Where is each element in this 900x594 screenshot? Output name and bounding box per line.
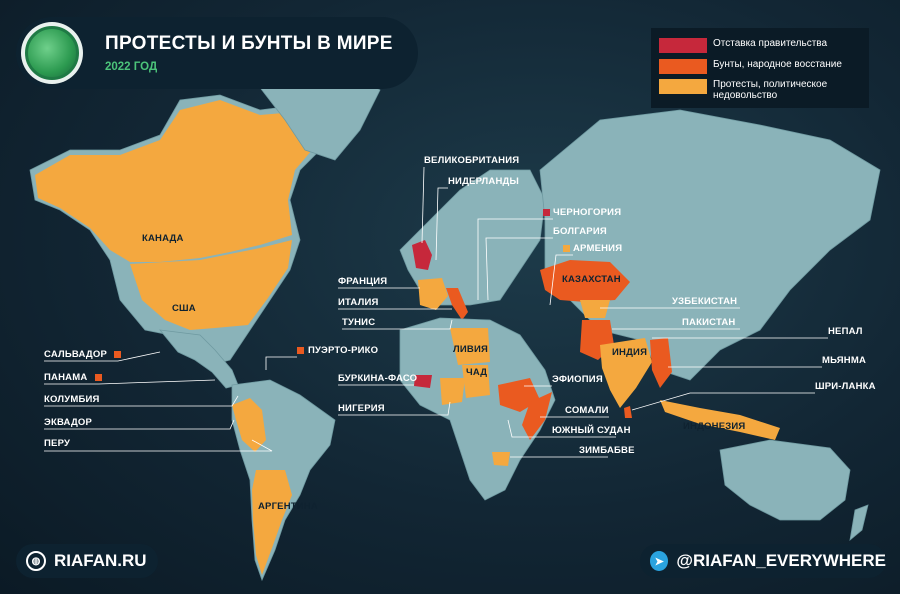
label-ethiopia: ЭФИОПИЯ [552,374,603,385]
zimbabwe-region [492,452,510,466]
label-tunisia: ТУНИС [342,317,376,328]
france-region [418,278,448,310]
page-subtitle: 2022 ГОД [105,61,158,73]
label-ecuador: ЭКВАДОР [44,417,93,428]
canada-region [35,100,320,262]
header-banner: ПРОТЕСТЫ И БУНТЫ В МИРЕ 2022 ГОД [16,17,418,89]
label-south-sudan: ЮЖНЫЙ СУДАН [552,425,631,436]
label-panama: ПАНАМА [44,372,88,383]
label-srilanka: ШРИ-ЛАНКА [815,381,876,392]
legend-item-riots: Бунты, народное восстание [659,59,863,74]
label-bulgaria: БОЛГАРИЯ [553,226,607,237]
label-netherlands: НИДЕРЛАНДЫ [448,176,519,187]
label-zimbabwe: ЗИМБАБВЕ [579,445,635,456]
legend-swatch-resignation [659,38,707,53]
new-zealand [849,504,869,541]
africa [399,317,556,501]
burkina-region [414,375,432,388]
panama-marker [95,374,102,381]
label-argentina: АРГЕНТИНА [258,501,318,512]
italy-region [446,288,468,320]
label-indonesia: ИНДОНЕЗИЯ [683,421,746,432]
legend-label: Протесты, политическое недовольство [713,79,828,101]
label-armenia: АРМЕНИЯ [573,243,623,254]
legend-swatch-protests [659,79,707,94]
label-pakistan: ПАКИСТАН [682,317,736,328]
puerto-rico-marker [297,347,304,354]
label-uzbekistan: УЗБЕКИСТАН [672,296,738,307]
uzbekistan-region [580,300,610,318]
map-legend: Отставка правительства Бунты, народное в… [651,28,869,108]
label-uk: ВЕЛИКОБРИТАНИЯ [424,155,520,166]
indonesia-region [660,400,780,440]
globe-icon [21,22,83,84]
page-title: ПРОТЕСТЫ И БУНТЫ В МИРЕ [105,33,393,54]
label-somalia: СОМАЛИ [565,405,609,416]
salvador-marker [114,351,121,358]
label-libya: ЛИВИЯ [453,344,489,355]
label-salvador: САЛЬВАДОР [44,349,107,360]
telegram-link[interactable]: ➤ @RIAFAN_EVERYWHERE [640,544,886,578]
armenia-marker [563,245,570,252]
australia [719,439,851,521]
kazakhstan-region [540,260,630,302]
label-usa: США [172,303,196,314]
label-myanmar: МЬЯНМА [822,355,867,366]
chad-region [462,365,490,398]
telegram-icon: ➤ [650,551,669,571]
legend-label: Отставка правительства [713,38,828,49]
nigeria-region [440,378,465,405]
telegram-label: @RIAFAN_EVERYWHERE [676,551,886,570]
legend-item-protests: Протесты, политическое недовольство [659,79,863,101]
legend-swatch-riots [659,59,707,74]
montenegro-marker [543,209,550,216]
label-peru: ПЕРУ [44,438,71,449]
label-france: ФРАНЦИЯ [338,276,388,287]
legend-item-resignation: Отставка правительства [659,38,863,53]
uk-region [412,240,432,270]
site-label: RIAFAN.RU [54,551,147,570]
label-colombia: КОЛУМБИЯ [44,394,100,405]
srilanka-region [624,406,632,418]
libya-region [450,328,490,365]
somalia-region [522,392,552,440]
label-italy: ИТАЛИЯ [338,297,379,308]
site-link[interactable]: ◍ RIAFAN.RU [16,544,158,578]
label-chad: ЧАД [466,367,488,378]
usa-region [130,240,292,330]
label-puerto-rico: ПУЭРТО-РИКО [308,345,379,356]
label-nepal: НЕПАЛ [828,326,863,337]
globe-icon: ◍ [26,551,46,571]
label-nigeria: НИГЕРИЯ [338,403,385,414]
india-region [600,338,652,408]
label-burkina: БУРКИНА-ФАСО [338,373,418,384]
argentina-region [252,470,292,575]
legend-label: Бунты, народное восстание [713,59,842,70]
label-india: ИНДИЯ [612,347,648,358]
label-kazakhstan: КАЗАХСТАН [562,274,621,285]
label-montenegro: ЧЕРНОГОРИЯ [553,207,622,218]
myanmar-region [650,338,672,388]
label-canada: КАНАДА [142,233,184,244]
peru-region [232,398,266,452]
